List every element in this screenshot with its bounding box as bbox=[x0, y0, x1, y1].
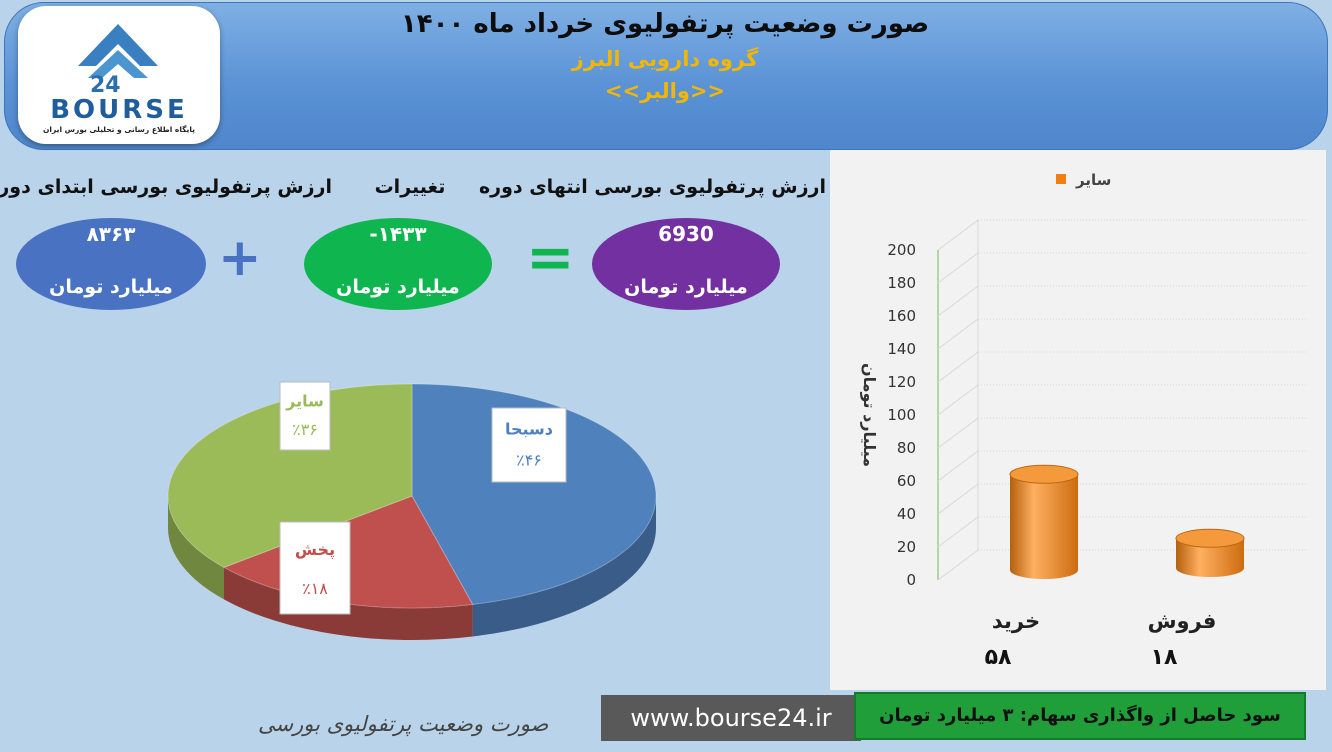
change-label: تغییرات bbox=[374, 176, 446, 198]
legend-swatch bbox=[1056, 174, 1066, 184]
gridline bbox=[937, 384, 979, 416]
y-tick-label: 40 bbox=[897, 505, 916, 523]
pie-label-name-1: پخش bbox=[295, 540, 335, 560]
change-value: -۱۴۳۳ bbox=[369, 222, 427, 246]
change-value-ellipse: -۱۴۳۳ میلیارد تومان bbox=[304, 218, 492, 310]
bar-chart-panel: 0 20 40 60 80 100 120 140 160 180 200 میلیارد تومان… bbox=[830, 150, 1326, 690]
bar-value-label: ۱۸ bbox=[1151, 645, 1178, 670]
profit-note: سود حاصل از واگذاری سهام: ۳ میلیارد توما… bbox=[854, 692, 1306, 740]
logo-tagline: پایگاه اطلاع رسانی و تحلیلی بورس ایران bbox=[43, 125, 195, 134]
y-tick-label: 0 bbox=[906, 571, 916, 589]
gridline bbox=[937, 252, 979, 284]
pie-label-value-0: ٪۴۶ bbox=[516, 451, 542, 470]
start-value: ۸۳۶۳ bbox=[86, 222, 136, 246]
y-tick-label: 120 bbox=[887, 373, 916, 391]
pie-label-0: دسبحا ٪۴۶ bbox=[491, 407, 567, 483]
header-banner: صورت وضعیت پرتفولیوی خرداد ماه ۱۴۰۰ گروه… bbox=[4, 2, 1328, 150]
pie-slice-2 bbox=[167, 383, 413, 568]
y-tick-label: 60 bbox=[897, 472, 916, 490]
x-category-label: فروش bbox=[1148, 609, 1217, 633]
y-tick-label: 100 bbox=[887, 406, 916, 424]
y-tick-label: 180 bbox=[887, 274, 916, 292]
pie-label-value-2: ٪۳۶ bbox=[292, 420, 318, 439]
pie-label-value-1: ٪۱۸ bbox=[302, 579, 328, 598]
end-value-ellipse: 6930 میلیارد تومان bbox=[592, 218, 780, 310]
company-name: گروه دارویی البرز bbox=[571, 47, 759, 71]
gridline bbox=[937, 219, 979, 251]
y-axis-label: میلیارد تومان bbox=[860, 363, 879, 467]
gridline bbox=[937, 285, 979, 317]
pie-label-2: سایر ٪۳۶ bbox=[279, 381, 331, 451]
y-tick-label: 200 bbox=[887, 241, 916, 259]
bar-0 bbox=[1009, 464, 1079, 579]
legend-label: سایر bbox=[1075, 171, 1111, 189]
end-value-unit: میلیارد تومان bbox=[624, 276, 748, 298]
gridline bbox=[937, 483, 979, 515]
pie-side-2 bbox=[168, 496, 224, 600]
equals-sign: = bbox=[526, 223, 575, 291]
gridline bbox=[937, 417, 979, 449]
gridline bbox=[937, 549, 979, 581]
logo-brand: BOURSE bbox=[50, 95, 188, 125]
plus-sign: + bbox=[218, 228, 262, 288]
y-tick-label: 140 bbox=[887, 340, 916, 358]
pie-label-name-2: سایر bbox=[285, 391, 324, 410]
pie-chart: دسبحا ٪۴۶ پخش ٪۱۸ سایر ٪۳۶ bbox=[150, 370, 670, 664]
gridline bbox=[937, 450, 979, 482]
end-value: 6930 bbox=[658, 222, 714, 246]
pie-side-0 bbox=[472, 496, 656, 637]
pie-label-1: پخش ٪۱۸ bbox=[279, 521, 351, 615]
x-category-label: خرید bbox=[992, 609, 1040, 633]
gridline bbox=[937, 351, 979, 383]
gridline bbox=[937, 318, 979, 350]
y-tick-label: 20 bbox=[897, 538, 916, 556]
start-value-unit: میلیارد تومان bbox=[49, 276, 173, 298]
bar-value-label: ۵۸ bbox=[985, 645, 1012, 670]
end-value-label: ارزش پرتفولیوی بورسی انتهای دوره bbox=[478, 176, 826, 198]
footer-caption: صورت وضعیت پرتفولیوی بورسی bbox=[258, 712, 549, 736]
company-symbol: <<والبر>> bbox=[604, 79, 726, 103]
pie-slice-0 bbox=[411, 383, 657, 606]
start-value-label: ارزش پرتفولیوی بورسی ابتدای دوره bbox=[0, 176, 332, 198]
start-value-ellipse: ۸۳۶۳ میلیارد تومان bbox=[16, 218, 206, 310]
y-tick-label: 80 bbox=[897, 439, 916, 457]
gridline bbox=[937, 516, 979, 548]
pie-label-name-0: دسبحا bbox=[505, 420, 553, 439]
bar-1 bbox=[1175, 528, 1245, 577]
change-value-unit: میلیارد تومان bbox=[336, 276, 460, 298]
pie-side-1 bbox=[223, 567, 473, 640]
svg-text:24: 24 bbox=[90, 73, 121, 98]
page-title: صورت وضعیت پرتفولیوی خرداد ماه ۱۴۰۰ bbox=[400, 9, 930, 39]
y-tick-label: 160 bbox=[887, 307, 916, 325]
website-link[interactable]: www.bourse24.ir bbox=[601, 695, 861, 741]
bourse24-logo-icon: 24 BOURSE پایگاه اطلاع رسانی و تحلیلی بو… bbox=[18, 6, 220, 144]
